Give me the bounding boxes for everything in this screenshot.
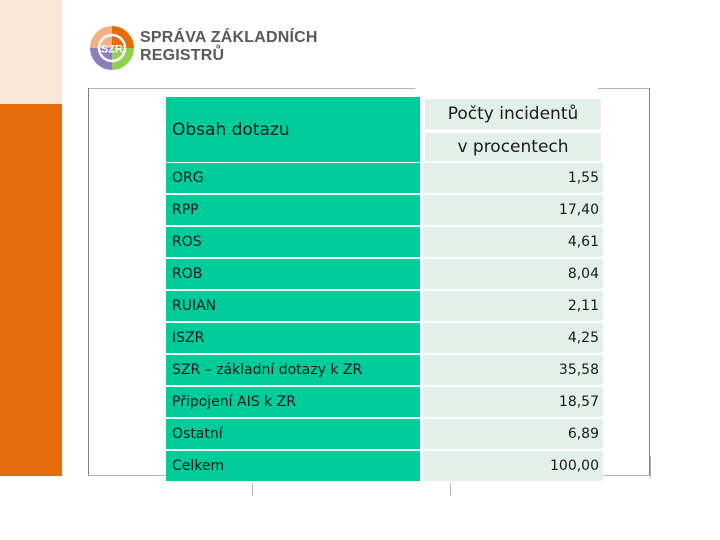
table-row: SZR – základní dotazy k ZR 35,58 [166, 355, 603, 387]
row-label: RPP [166, 195, 420, 227]
frame-top-right [598, 88, 650, 89]
frame-right [649, 88, 650, 476]
row-label: Ostatní [166, 419, 420, 451]
row-value: 4,25 [423, 323, 603, 355]
table-row: Ostatní 6,89 [166, 419, 603, 451]
row-value: 18,57 [423, 387, 603, 419]
frame-tick-3 [650, 456, 651, 478]
brand-name: SPRÁVA ZÁKLADNÍCH REGISTRŮ [140, 29, 318, 65]
header-right-line1: Počty incidentů [423, 97, 603, 131]
row-value: 4,61 [423, 227, 603, 259]
table-row: Připojení AIS k ZR 18,57 [166, 387, 603, 419]
frame-left [88, 88, 89, 476]
sidebar-orange-band [0, 104, 62, 476]
table-row: ISZR 4,25 [166, 323, 603, 355]
row-value: 8,04 [423, 259, 603, 291]
row-value: 6,89 [423, 419, 603, 451]
table-row: Celkem 100,00 [166, 451, 603, 483]
header-right-line2: v procentech [423, 130, 603, 163]
row-value: 35,58 [423, 355, 603, 387]
frame-tick-1 [252, 478, 253, 496]
table-row: ORG 1,55 [166, 163, 603, 195]
row-label: RUIAN [166, 291, 420, 323]
row-label: SZR – základní dotazy k ZR [166, 355, 420, 387]
table-row: RUIAN 2,11 [166, 291, 603, 323]
row-label: ORG [166, 163, 420, 195]
row-label: ROB [166, 259, 420, 291]
incident-table: Obsah dotazu Počty incidentů v procentec… [166, 97, 603, 483]
table-row: ROB 8,04 [166, 259, 603, 291]
row-label: Celkem [166, 451, 420, 483]
table-row: ROS 4,61 [166, 227, 603, 259]
frame-tick-2 [450, 478, 451, 496]
row-value: 2,11 [423, 291, 603, 323]
row-label: ISZR [166, 323, 420, 355]
row-label: Připojení AIS k ZR [166, 387, 420, 419]
row-value: 17,40 [423, 195, 603, 227]
szr-logo-icon: SZR [90, 26, 134, 70]
sidebar-light-band [0, 0, 62, 104]
header-left: Obsah dotazu [166, 97, 420, 163]
logo-text: SZR [101, 44, 123, 56]
row-value: 100,00 [423, 451, 603, 483]
table-row: RPP 17,40 [166, 195, 603, 227]
brand-name-line1: SPRÁVA ZÁKLADNÍCH [140, 29, 318, 46]
brand-name-line2: REGISTRŮ [140, 47, 225, 64]
row-label: ROS [166, 227, 420, 259]
row-value: 1,55 [423, 163, 603, 195]
frame-top-left [88, 88, 415, 89]
